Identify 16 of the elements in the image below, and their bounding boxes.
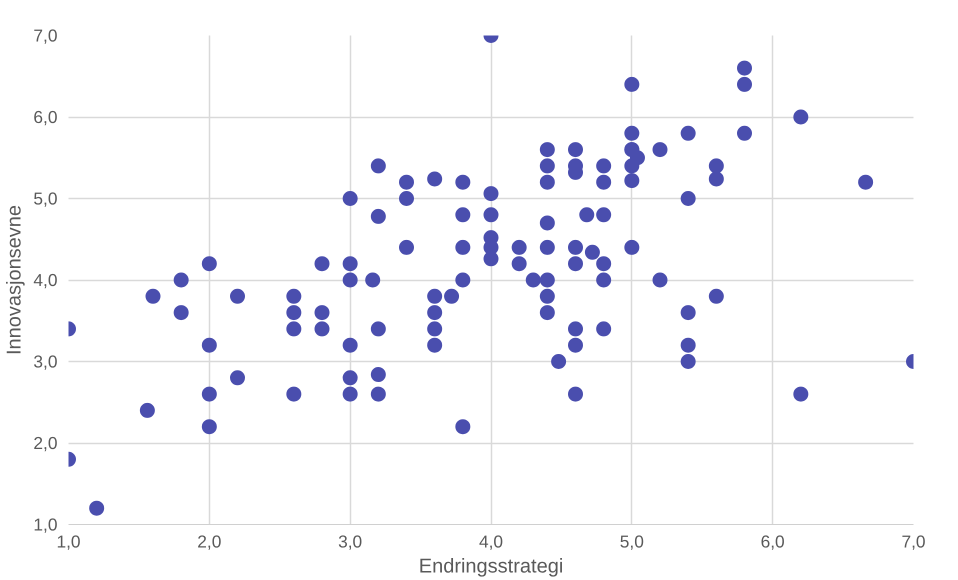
x-tick-label: 2,0	[197, 532, 222, 552]
y-tick-label: 5,0	[33, 188, 58, 208]
y-tick-label: 4,0	[33, 270, 58, 290]
y-axis-title: Innovasjonsevne	[3, 204, 26, 356]
y-tick-label: 3,0	[33, 352, 58, 372]
x-tick-label: 1,0	[56, 532, 81, 552]
x-tick-label: 4,0	[478, 532, 504, 552]
x-tick-label: 3,0	[338, 532, 362, 552]
x-axis-title: Endringsstrategi	[418, 556, 564, 578]
y-tick-label: 6,0	[33, 107, 58, 127]
x-tick-label: 5,0	[620, 532, 644, 552]
y-tick-label: 2,0	[33, 433, 58, 453]
y-tick-label: 1,0	[33, 514, 58, 534]
x-tick-label: 6,0	[760, 532, 785, 552]
y-tick-label: 7,0	[33, 26, 58, 46]
x-tick-label: 7,0	[901, 532, 926, 552]
